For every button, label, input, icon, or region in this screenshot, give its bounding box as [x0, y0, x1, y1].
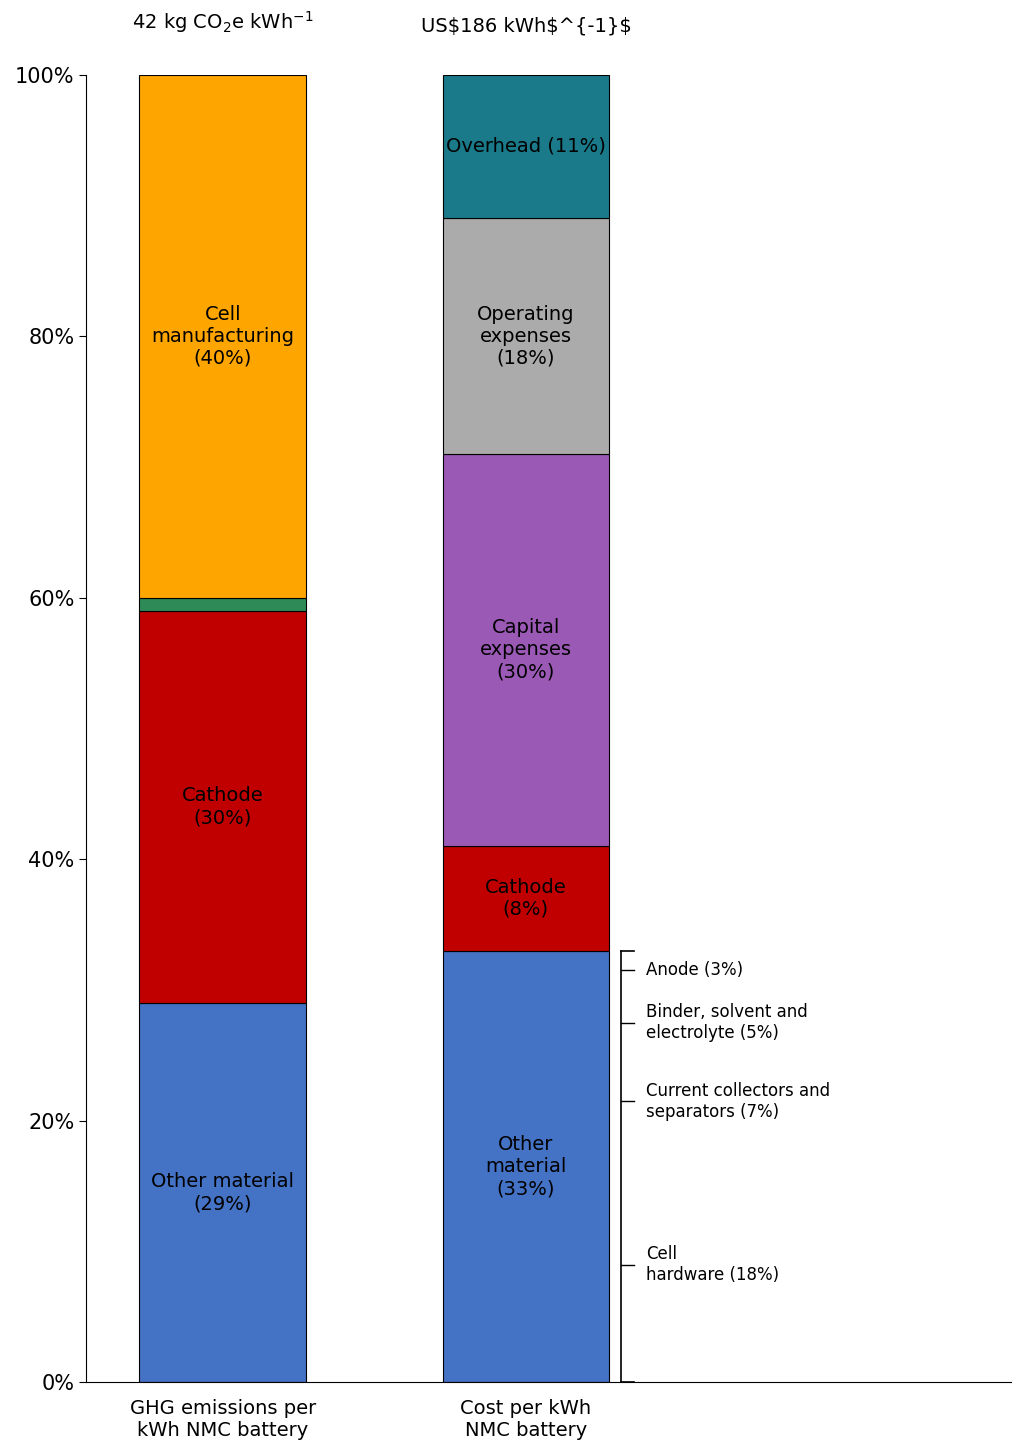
- Text: Cathode
(30%): Cathode (30%): [182, 786, 264, 828]
- Text: US$186 kWh$^{-1}$: US$186 kWh$^{-1}$: [421, 16, 631, 35]
- Text: Binder, solvent and
electrolyte (5%): Binder, solvent and electrolyte (5%): [645, 1004, 807, 1042]
- Bar: [140, 1002, 306, 1382]
- Text: 42 kg CO$_2$e kWh$^{-1}$: 42 kg CO$_2$e kWh$^{-1}$: [132, 9, 313, 35]
- Bar: [442, 950, 609, 1382]
- Text: Other material
(29%): Other material (29%): [151, 1173, 294, 1213]
- Text: Operating
expenses
(18%): Operating expenses (18%): [477, 304, 575, 368]
- Text: Cathode
(8%): Cathode (8%): [485, 877, 566, 920]
- Text: Cell
hardware (18%): Cell hardware (18%): [645, 1245, 779, 1283]
- Text: Capital
expenses
(30%): Capital expenses (30%): [480, 618, 571, 681]
- Bar: [442, 218, 609, 454]
- Bar: [442, 74, 609, 218]
- Text: Anode (3%): Anode (3%): [645, 962, 743, 979]
- Text: Current collectors and
separators (7%): Current collectors and separators (7%): [645, 1081, 830, 1120]
- Bar: [442, 454, 609, 847]
- Bar: [442, 847, 609, 950]
- Bar: [140, 74, 306, 598]
- Text: Overhead (11%): Overhead (11%): [446, 137, 605, 156]
- Bar: [140, 598, 306, 611]
- Bar: [140, 611, 306, 1002]
- Text: Other
material
(33%): Other material (33%): [485, 1135, 566, 1197]
- Text: Cell
manufacturing
(40%): Cell manufacturing (40%): [151, 304, 294, 368]
